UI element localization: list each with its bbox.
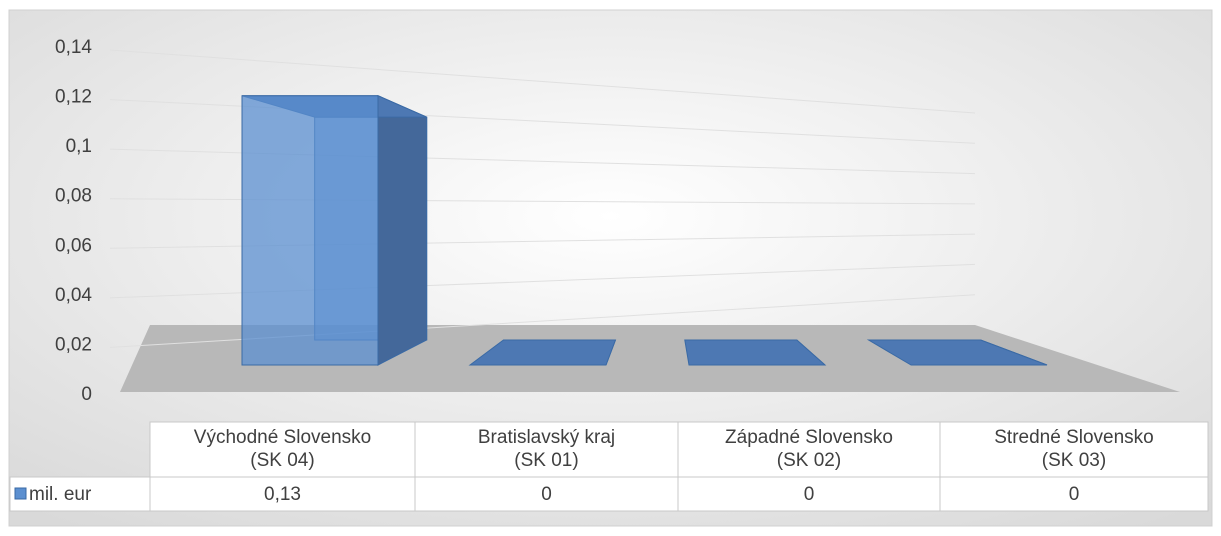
y-tick-label: 0,04 bbox=[55, 285, 92, 306]
data-table: Východné Slovensko (SK 04) 0,13 Bratislavsk… bbox=[9, 421, 1209, 512]
category-label: Bratislavský kraj (SK 01) bbox=[478, 427, 615, 471]
grid-line bbox=[109, 49, 976, 114]
bar-front bbox=[241, 95, 379, 366]
value-label: 0 bbox=[804, 484, 815, 505]
bar bbox=[241, 94, 428, 366]
category-label: Stredné Slovensko (SK 03) bbox=[994, 427, 1154, 471]
value-label: 0 bbox=[541, 484, 552, 505]
y-tick-label: 0,1 bbox=[66, 136, 92, 157]
y-tick-label: 0,12 bbox=[55, 87, 92, 108]
y-tick-label: 0,08 bbox=[55, 186, 92, 207]
category-label: Východné Slovensko (SK 04) bbox=[194, 427, 371, 471]
table-bg bbox=[9, 476, 1209, 512]
bar bbox=[684, 339, 827, 366]
y-tick-label: 0,06 bbox=[55, 235, 92, 256]
bar bbox=[468, 339, 617, 366]
value-label: 0,13 bbox=[264, 484, 301, 505]
bars bbox=[241, 94, 1048, 366]
legend-label: mil. eur bbox=[29, 484, 92, 505]
y-tick-label: 0,02 bbox=[55, 334, 92, 355]
y-tick-label: 0,14 bbox=[55, 37, 92, 58]
y-tick-label: 0 bbox=[81, 384, 92, 405]
bar bbox=[866, 339, 1048, 366]
category-label: Západné Slovensko (SK 02) bbox=[725, 427, 893, 471]
legend-key bbox=[14, 487, 27, 500]
value-label: 0 bbox=[1069, 484, 1080, 505]
bar-side bbox=[377, 94, 428, 366]
